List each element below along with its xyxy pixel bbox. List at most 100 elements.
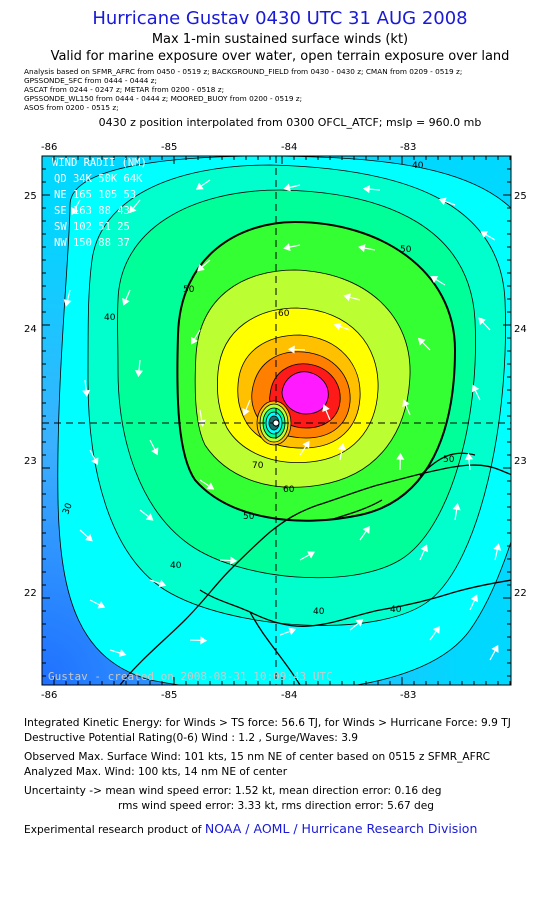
wind-arrow-head	[230, 556, 238, 565]
wind-arrow-head	[420, 544, 428, 553]
map-subtitle-winds: Max 1-min sustained surface winds (kt)	[151, 32, 409, 47]
observed-max-wind: Observed Max. Surface Wind: 101 kts, 15 …	[24, 751, 491, 763]
wind-arrow-head	[84, 533, 93, 542]
wind-radii-header: QD 34K 50K 64K	[54, 173, 143, 185]
contour-label: 40	[170, 561, 182, 571]
lat-tick-label: 24	[24, 324, 37, 335]
contour-label: 40	[390, 605, 402, 615]
lon-tick-label: -84	[281, 142, 298, 153]
uncertainty-line-1: Uncertainty -> mean wind speed error: 1.…	[24, 785, 442, 797]
coastline	[119, 452, 511, 685]
wind-arrow-head	[430, 276, 439, 284]
contour-label: 40	[313, 607, 325, 617]
analyzed-max-wind: Analyzed Max. Wind: 100 kts, 14 nm NE of…	[24, 766, 288, 778]
lat-tick-label: 23	[514, 456, 527, 467]
contour-label: 50	[243, 512, 255, 522]
wind-arrow-head	[283, 243, 291, 252]
lat-tick-label: 25	[514, 191, 527, 202]
wind-contour-bands	[57, 156, 511, 685]
wind-arrow-head	[242, 408, 250, 416]
wind-arrow-head	[464, 452, 474, 461]
wind-arrow-head	[145, 513, 154, 521]
wind-arrow-head	[333, 322, 342, 331]
wind-radii-title: WIND RADII (NM)	[52, 157, 147, 169]
lat-tick-label: 25	[24, 191, 37, 202]
storm-center-marker	[272, 419, 280, 427]
contour-label: 50	[183, 285, 195, 295]
wind-arrow-head	[470, 594, 479, 603]
wind-radii-row: SE 163 88 43	[54, 205, 130, 217]
wind-arrow-head	[206, 482, 215, 490]
uncertainty-line-2: rms wind speed error: 3.33 kt, rms direc…	[118, 800, 435, 812]
lat-tick-label: 24	[514, 324, 527, 335]
lon-tick-label: -85	[161, 690, 178, 701]
contour-label: 40	[412, 161, 424, 171]
map-frame	[41, 155, 512, 686]
contour-label: 70	[252, 461, 264, 471]
wind-arrow-head	[355, 619, 364, 627]
analysis-line: Analysis based on SFMR_AFRC from 0450 - …	[24, 67, 463, 76]
wind-arrow-head	[362, 525, 370, 534]
wind-arrow-head	[200, 636, 208, 645]
lat-tick-label: 22	[24, 588, 37, 599]
lat-tick-label: 23	[24, 456, 37, 467]
wind-arrow-head	[396, 452, 405, 460]
contour-label: 60	[283, 485, 295, 495]
contour-label: 30	[61, 502, 74, 516]
lat-tick-label: 22	[514, 588, 527, 599]
creator-stamp: Gustav - created on 2008-08-31 10:09:43 …	[48, 670, 333, 683]
wind-radii-row: SW 102 51 25	[54, 221, 130, 233]
lon-tick-label: -83	[400, 690, 417, 701]
analysis-line: ASCAT from 0244 - 0247 z; METAR from 020…	[24, 85, 225, 94]
ike-line: Integrated Kinetic Energy: for Winds > T…	[24, 717, 511, 729]
wind-arrow-head	[82, 389, 91, 398]
contour-label: 40	[104, 313, 116, 323]
lon-tick-label: -84	[281, 690, 298, 701]
wind-arrow-head	[151, 447, 159, 456]
wind-arrow-head	[288, 627, 297, 636]
wind-arrow-head	[343, 293, 352, 302]
wind-arrow-head	[97, 601, 106, 609]
contour-label: 60	[278, 309, 290, 319]
wind-arrow-head	[63, 299, 72, 307]
wind-vectors	[63, 179, 502, 661]
wind-arrow-head	[118, 649, 127, 657]
credit-org-link[interactable]: NOAA / AOML / Hurricane Research Divisio…	[204, 821, 478, 836]
wind-arrow-head	[337, 443, 346, 451]
wind-arrow-head	[438, 197, 447, 206]
contour-label: 50	[443, 455, 455, 465]
wind-arrow-head	[283, 183, 291, 192]
wind-arrow-head	[417, 337, 426, 346]
wind-arrow-head	[491, 644, 499, 653]
analysis-line: ASOS from 0200 - 0515 z;	[24, 103, 119, 112]
wind-arrow-head	[362, 185, 370, 194]
wind-arrow-head	[307, 551, 315, 559]
map-subtitle-exposure: Valid for marine exposure over water, op…	[50, 49, 510, 64]
wind-arrow-head	[122, 297, 130, 306]
credit-line: Experimental research product of NOAA / …	[24, 821, 477, 836]
wind-arrow-head	[432, 625, 440, 634]
wind-arrow-head	[129, 205, 137, 214]
wind-arrow-head	[358, 244, 366, 253]
wind-arrow-head	[302, 440, 310, 449]
contour-band-100	[281, 371, 329, 415]
wind-arrow-head	[71, 207, 79, 215]
wind-arrow-head	[493, 543, 502, 551]
axis-ticks	[42, 156, 511, 685]
wind-arrow-head	[480, 231, 489, 239]
lon-tick-label: -85	[161, 142, 178, 153]
wind-arrow-head	[471, 384, 480, 393]
map-title: Hurricane Gustav 0430 UTC 31 AUG 2008	[92, 8, 468, 29]
wind-arrow-head	[191, 336, 199, 345]
lon-tick-label: -86	[41, 142, 58, 153]
wind-arrow-head	[402, 399, 410, 407]
position-line: 0430 z position interpolated from 0300 O…	[98, 116, 482, 129]
lon-tick-label: -86	[41, 690, 58, 701]
wind-arrow-head	[322, 404, 330, 412]
wind-radii-table: WIND RADII (NM) QD 34K 50K 64K NE 165 10…	[52, 157, 147, 249]
wind-arrow-head	[478, 317, 486, 326]
wind-radii-row: NW 150 88 37	[54, 237, 130, 249]
contour-label: 50	[400, 245, 412, 255]
analysis-line: GPSSONDE_SFC from 0444 - 0444 z;	[24, 76, 157, 85]
